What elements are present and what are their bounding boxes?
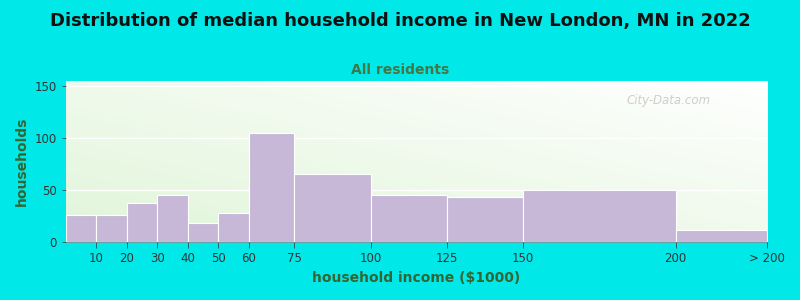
X-axis label: household income ($1000): household income ($1000)	[312, 271, 521, 285]
Bar	[96, 215, 127, 242]
Bar	[188, 223, 218, 242]
Bar	[127, 202, 158, 242]
Bar	[370, 195, 447, 242]
Bar	[249, 133, 294, 242]
Text: All residents: All residents	[351, 63, 449, 77]
Y-axis label: households: households	[15, 117, 29, 206]
Bar	[66, 215, 96, 242]
Bar	[218, 213, 249, 242]
Bar	[158, 195, 188, 242]
Bar	[523, 190, 675, 242]
Text: Distribution of median household income in New London, MN in 2022: Distribution of median household income …	[50, 12, 750, 30]
Bar	[447, 197, 523, 242]
Bar	[294, 175, 370, 242]
Bar	[675, 230, 767, 242]
Text: City-Data.com: City-Data.com	[627, 94, 711, 107]
